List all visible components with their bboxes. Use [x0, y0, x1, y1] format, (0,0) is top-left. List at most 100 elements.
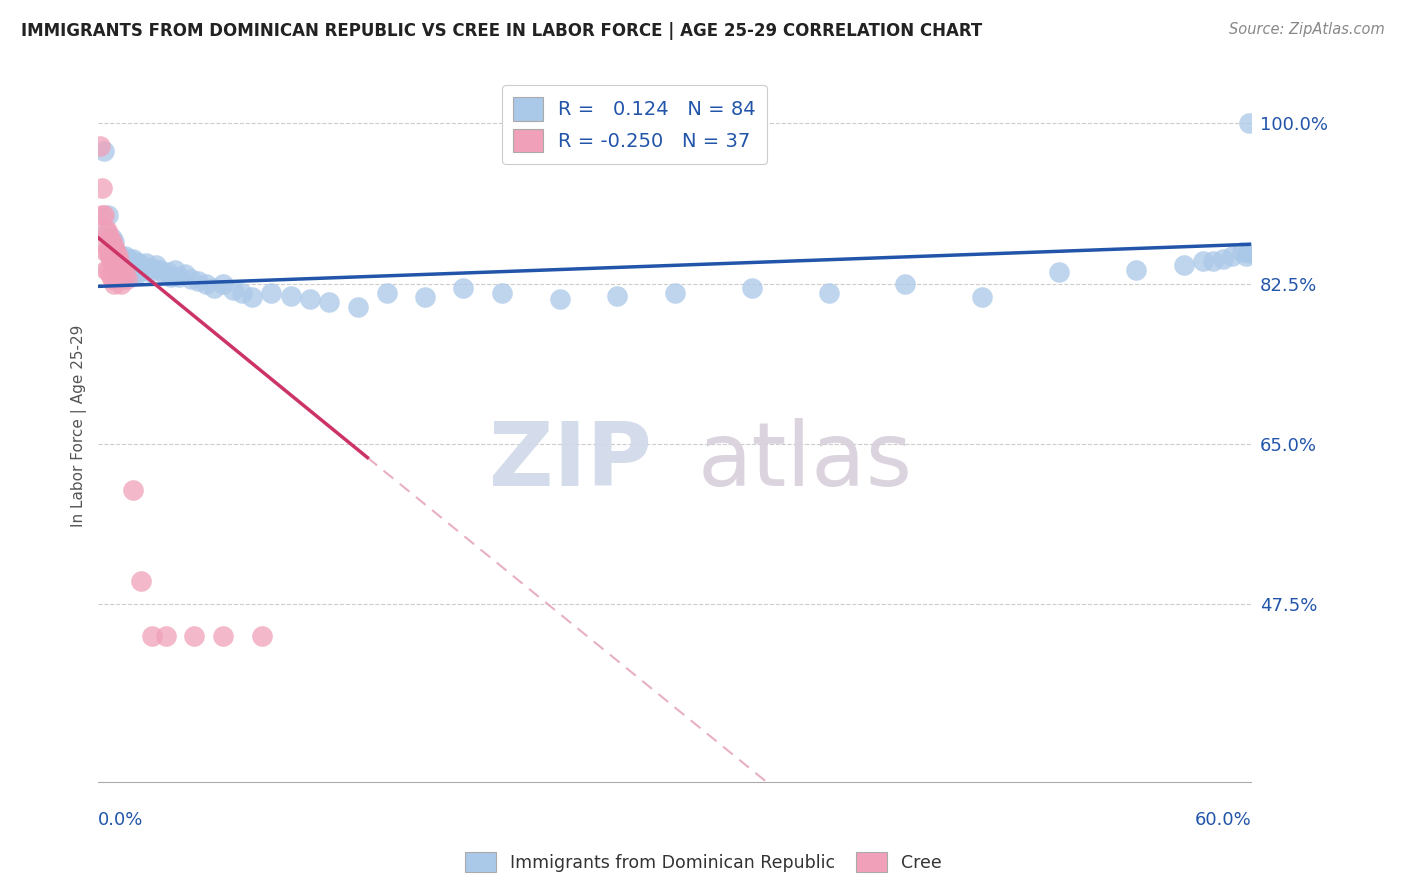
Point [104, 244, 127, 259]
Point [115, 253, 138, 268]
Point [103, 277, 125, 291]
Point [98, 249, 121, 263]
Point [1047, 265, 1070, 279]
Point [94, 263, 117, 277]
Point [91, 180, 114, 194]
Point [1236, 244, 1258, 259]
Point [141, 261, 163, 276]
Point [1192, 253, 1215, 268]
Point [155, 629, 177, 643]
Point [141, 629, 163, 643]
Point [1202, 253, 1225, 268]
Point [101, 253, 124, 268]
Point [118, 265, 141, 279]
Point [93, 144, 115, 158]
Point [122, 483, 145, 497]
Point [212, 277, 235, 291]
Point [125, 255, 148, 269]
Point [107, 263, 129, 277]
Point [101, 253, 124, 268]
Point [91, 208, 114, 222]
Point [97, 208, 120, 222]
Point [131, 261, 153, 276]
Point [1173, 258, 1195, 272]
Point [89, 139, 111, 153]
Point [115, 263, 138, 277]
Point [894, 277, 917, 291]
Point [120, 265, 142, 279]
Point [1220, 249, 1243, 263]
Point [280, 288, 302, 302]
Point [124, 267, 146, 281]
Point [134, 263, 156, 277]
Point [104, 263, 127, 277]
Point [453, 281, 475, 295]
Point [107, 249, 129, 263]
Point [108, 263, 131, 277]
Point [114, 249, 136, 263]
Text: IMMIGRANTS FROM DOMINICAN REPUBLIC VS CREE IN LABOR FORCE | AGE 25-29 CORRELATIO: IMMIGRANTS FROM DOMINICAN REPUBLIC VS CR… [21, 22, 983, 40]
Point [240, 290, 263, 304]
Point [107, 265, 129, 279]
Point [183, 629, 205, 643]
Point [318, 294, 340, 309]
Point [129, 574, 152, 588]
Point [104, 244, 127, 259]
Point [124, 255, 146, 269]
Y-axis label: In Labor Force | Age 25-29: In Labor Force | Age 25-29 [72, 325, 87, 526]
Point [108, 253, 131, 268]
Point [110, 263, 132, 277]
Point [93, 208, 115, 222]
Point [180, 272, 202, 286]
Point [94, 227, 117, 241]
Point [222, 283, 245, 297]
Point [101, 272, 124, 286]
Point [103, 258, 125, 272]
Point [491, 285, 513, 300]
Point [413, 290, 436, 304]
Point [112, 263, 135, 277]
Text: 60.0%: 60.0% [1195, 811, 1251, 829]
Point [1212, 252, 1234, 266]
Point [110, 261, 132, 276]
Point [125, 267, 148, 281]
Point [103, 240, 125, 254]
Point [135, 255, 157, 269]
Point [139, 265, 162, 279]
Point [101, 235, 124, 250]
Point [212, 629, 235, 643]
Point [112, 253, 135, 268]
Point [97, 227, 120, 241]
Point [97, 244, 120, 259]
Point [98, 231, 121, 245]
Point [165, 263, 187, 277]
Point [1230, 244, 1253, 259]
Point [97, 263, 120, 277]
Point [187, 274, 209, 288]
Legend: R =   0.124   N = 84, R = -0.250   N = 37: R = 0.124 N = 84, R = -0.250 N = 37 [502, 86, 768, 164]
Point [1239, 246, 1261, 260]
Point [152, 268, 174, 282]
Point [145, 258, 167, 272]
Point [122, 252, 145, 266]
Point [128, 255, 150, 269]
Point [103, 258, 125, 272]
Point [107, 249, 129, 263]
Point [548, 292, 571, 306]
Point [231, 285, 253, 300]
Point [375, 285, 398, 300]
Point [118, 252, 141, 266]
Point [664, 285, 686, 300]
Point [103, 235, 125, 250]
Point [298, 292, 321, 306]
Point [1125, 263, 1147, 277]
Point [120, 253, 142, 268]
Point [129, 259, 152, 273]
Point [1239, 116, 1261, 130]
Point [110, 277, 132, 291]
Point [93, 235, 115, 250]
Point [98, 249, 121, 263]
Point [114, 268, 136, 282]
Point [110, 249, 132, 263]
Legend: Immigrants from Dominican Republic, Cree: Immigrants from Dominican Republic, Cree [457, 845, 949, 879]
